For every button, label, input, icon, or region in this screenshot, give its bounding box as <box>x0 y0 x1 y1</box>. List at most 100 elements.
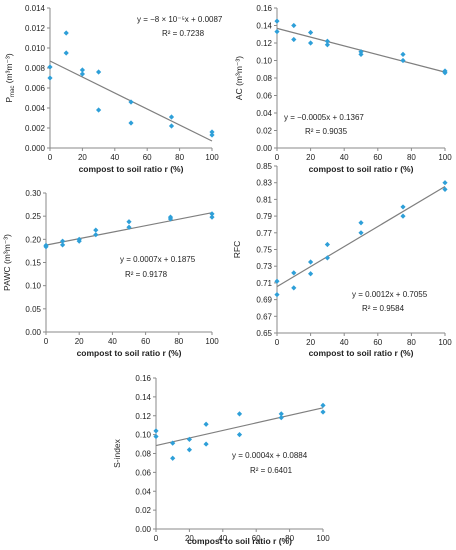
data-point <box>63 50 69 56</box>
fit-equation: y = −8 × 10⁻⁵x + 0.0087 <box>137 15 223 24</box>
r-squared-label: R² = 0.9178 <box>125 270 168 279</box>
data-point <box>400 57 406 64</box>
x-tick-label: 60 <box>373 153 382 162</box>
y-tick-label: 0.25 <box>25 212 41 221</box>
x-tick-label: 100 <box>438 338 452 347</box>
data-point <box>186 436 192 442</box>
y-tick-label: 0.12 <box>135 412 151 421</box>
data-point <box>358 220 364 226</box>
x-tick-label: 40 <box>218 534 227 543</box>
fit-equation: y = 0.0012x + 0.7055 <box>352 290 428 299</box>
trend-line <box>276 185 446 288</box>
data-point <box>442 180 448 186</box>
data-point <box>153 428 159 434</box>
x-tick-label: 60 <box>373 338 382 347</box>
x-tick-label: 80 <box>285 534 294 543</box>
x-tick-label: 20 <box>185 534 194 543</box>
data-point <box>400 51 406 57</box>
y-axis-title-main: PAWC (m³m⁻³) <box>2 234 12 291</box>
data-point <box>308 29 314 36</box>
y-tick-label: 0.10 <box>135 431 151 440</box>
data-point <box>209 132 215 138</box>
x-axis-title: compost to soil ratio r (%) <box>79 164 184 174</box>
y-tick-label: 0.10 <box>256 57 272 66</box>
data-point <box>320 402 326 408</box>
y-axis-title: Pmac (m³m⁻³) <box>4 53 16 103</box>
data-point <box>93 227 99 233</box>
data-point <box>324 241 330 248</box>
data-point <box>358 49 364 55</box>
data-point <box>168 123 175 129</box>
data-point <box>186 447 192 453</box>
x-tick-label: 60 <box>143 153 152 162</box>
data-point <box>153 433 159 440</box>
data-point <box>60 242 66 248</box>
data-point <box>324 255 330 261</box>
data-point <box>79 67 85 73</box>
x-tick-label: 0 <box>44 337 49 346</box>
data-point <box>43 244 49 250</box>
y-tick-label: 0.08 <box>256 74 272 83</box>
x-tick-label: 80 <box>174 337 183 346</box>
x-tick-label: 0 <box>154 534 159 543</box>
x-axis-title: compost to soil ratio r (%) <box>309 164 414 174</box>
data-point <box>324 38 330 44</box>
y-tick-label: 0.02 <box>256 127 272 136</box>
x-tick-label: 40 <box>340 338 349 347</box>
y-tick-label: 0.67 <box>256 312 272 321</box>
data-point <box>291 270 297 276</box>
y-axis-title-main: RFC <box>232 241 242 258</box>
data-point <box>274 29 280 35</box>
y-tick-label: 0.71 <box>256 279 272 288</box>
y-axis-title: RFC <box>232 241 242 258</box>
x-tick-label: 0 <box>275 338 280 347</box>
data-point <box>168 114 175 120</box>
x-tick-label: 80 <box>407 153 416 162</box>
y-tick-label: 0.16 <box>256 4 272 13</box>
y-tick-label: 0.77 <box>256 229 272 238</box>
y-axis-title-main: AC (m³m⁻³) <box>234 56 244 100</box>
data-point <box>76 238 82 244</box>
data-point <box>442 186 448 192</box>
r-squared-label: R² = 0.9035 <box>305 127 348 136</box>
data-point <box>209 129 215 135</box>
y-axis-title: PAWC (m³m⁻³) <box>2 234 12 291</box>
fit-equation: y = 0.0004x + 0.0884 <box>232 451 308 460</box>
y-axis-title: AC (m³m⁻³) <box>234 56 244 100</box>
y-tick-label: 0.79 <box>256 212 272 221</box>
x-tick-label: 0 <box>48 153 53 162</box>
data-point <box>274 278 280 284</box>
x-axis-title: compost to soil ratio r (%) <box>77 348 182 358</box>
y-tick-label: 0.65 <box>256 329 272 338</box>
y-tick-label: 0.73 <box>256 262 272 271</box>
y-tick-label: 0.83 <box>256 179 272 188</box>
y-tick-label: 0.004 <box>25 104 46 113</box>
data-point <box>63 30 69 36</box>
data-point <box>308 259 314 265</box>
data-point <box>126 219 132 225</box>
y-tick-label: 0.69 <box>256 296 272 305</box>
data-point <box>209 211 215 217</box>
data-point <box>128 99 134 105</box>
data-point <box>126 224 132 230</box>
y-tick-label: 0.00 <box>135 525 151 534</box>
chart-panel: 0.00 0.02 0.04 0.06 0.08 0.10 0.12 0.14 0.16 0 20 4… <box>112 374 330 546</box>
x-tick-label: 20 <box>78 153 87 162</box>
x-tick-label: 20 <box>306 338 315 347</box>
data-point <box>203 421 209 427</box>
x-tick-label: 100 <box>438 153 452 162</box>
y-tick-label: 0.014 <box>25 4 46 13</box>
chart-panel: 0.00 0.02 0.04 0.06 0.08 0.10 0.12 0.14 0.16 0 20 4… <box>234 4 452 174</box>
data-point <box>291 36 297 43</box>
x-tick-label: 40 <box>340 153 349 162</box>
r-squared-label: R² = 0.7238 <box>162 29 205 38</box>
data-point <box>209 214 215 220</box>
data-point <box>324 42 330 48</box>
y-tick-label: 0.15 <box>25 259 41 268</box>
data-point <box>60 238 66 244</box>
y-tick-label: 0.30 <box>25 189 41 198</box>
chart-panel: 0.65 0.67 0.69 0.71 0.73 0.75 0.77 0.79 0.81 0.83… <box>232 162 452 358</box>
y-tick-label: 0.010 <box>25 44 46 53</box>
y-axis-title-main: P <box>4 97 14 103</box>
